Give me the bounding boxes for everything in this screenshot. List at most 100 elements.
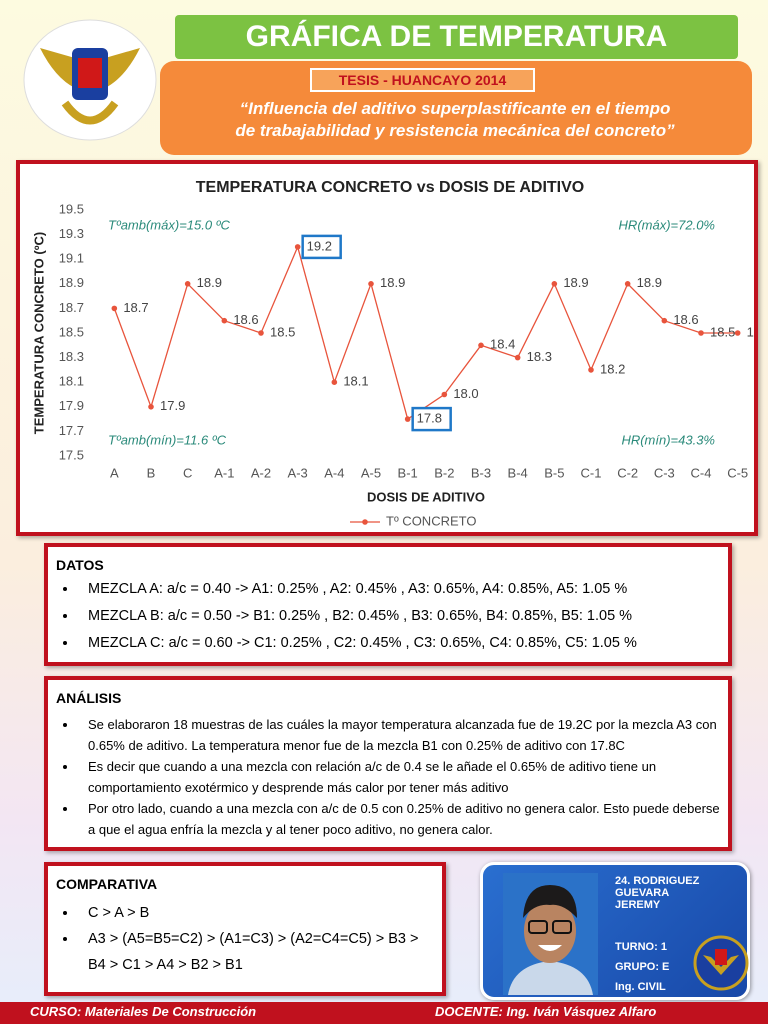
marker [441, 391, 448, 398]
details: TURNO: 1 GRUPO: E Ing. CIVIL [615, 937, 669, 997]
marker [258, 330, 264, 336]
list: MEZCLA A: a/c = 0.40 -> A1: 0.25% , A2: … [56, 581, 720, 651]
footer [0, 1002, 768, 1024]
annotation: HR(máx)=72.0% [619, 217, 715, 232]
section-title: DATOS [56, 557, 104, 573]
marker [514, 354, 521, 361]
annotation: Tºamb(mín)=11.6 ºC [108, 432, 227, 447]
curso: CURSO: Materiales De Construcción [30, 1004, 257, 1019]
marker [698, 330, 704, 336]
name-line: GUEVARA [615, 887, 670, 899]
data-label: 18.6 [233, 312, 258, 327]
comparativa-box: COMPARATIVA C > A > BA3 > (A5=B5=C2) > (A… [44, 862, 446, 996]
list-item: Por otro lado, cuando a una mezcla con a… [78, 798, 720, 840]
y-tick-label: 18.7 [59, 300, 84, 315]
x-tick-label: A-4 [324, 465, 344, 480]
data-label: 18.0 [453, 386, 478, 401]
x-tick-label: A-3 [288, 465, 308, 480]
y-tick-label: 17.7 [59, 423, 84, 438]
list-item: MEZCLA A: a/c = 0.40 -> A1: 0.25% , A2: … [78, 581, 720, 597]
x-tick-label: C-1 [581, 465, 602, 480]
marker [221, 317, 228, 324]
x-tick-label: C-5 [727, 465, 748, 480]
marker [478, 342, 484, 349]
legend-marker [362, 519, 368, 525]
marker [111, 305, 118, 312]
name-line: JEREMY [615, 899, 661, 911]
marker [624, 281, 631, 287]
x-tick-label: A-1 [214, 465, 234, 480]
title: GRÁFICA DE TEMPERATURA [245, 20, 668, 53]
marker [184, 281, 191, 287]
list-item: A3 > (A5=B5=C2) > (A1=C3) > (A2=C4=C5) >… [78, 926, 434, 978]
data-label: 18.9 [380, 275, 405, 290]
profile-card: 24. RODRIGUEZ GUEVARA JEREMY TURNO: 1 GRUPO… [480, 862, 750, 1000]
title-banner [175, 15, 738, 59]
y-tick-label: 17.5 [59, 447, 84, 462]
data-label: 17.8 [417, 411, 442, 426]
carrera: Ing. CIVIL [615, 981, 666, 993]
marker [294, 244, 301, 250]
x-tick-label: C-3 [654, 465, 675, 480]
data-label: 18.5 [710, 324, 735, 339]
data-label: 18.5 [747, 324, 754, 339]
analisis-box: ANÁLISIS Se elaboraron 18 muestras de las… [44, 676, 732, 851]
marker [588, 367, 594, 373]
list-item: Se elaboraron 18 muestras de las cuáles … [78, 714, 720, 756]
highlight-box [411, 406, 452, 432]
list: C > A > BA3 > (A5=B5=C2) > (A1=C3) > (A2… [56, 900, 434, 978]
y-tick-label: 19.1 [59, 251, 84, 266]
y-tick-label: 18.3 [59, 349, 84, 364]
section-title: COMPARATIVA [56, 876, 158, 892]
y-tick-label: 18.1 [59, 374, 84, 389]
marker [148, 404, 154, 410]
y-tick-label: 19.5 [59, 201, 84, 216]
marker [368, 281, 374, 287]
marker [661, 317, 668, 324]
section-title: ANÁLISIS [56, 690, 122, 706]
name-line: 24. RODRIGUEZ [615, 875, 700, 887]
list: Se elaboraron 18 muestras de las cuáles … [56, 714, 720, 840]
datos-box: DATOS MEZCLA A: a/c = 0.40 -> A1: 0.25% ,… [44, 543, 732, 666]
quote-line: “Influencia del aditivo superplastifican… [239, 99, 671, 118]
x-tick-label: B-3 [471, 465, 491, 480]
data-label: 18.6 [673, 312, 698, 327]
subtitle: TESIS - HUANCAYO 2014 [310, 68, 535, 92]
chart-box: TEMPERATURA CONCRETO vs DOSIS DE ADITIVO… [16, 160, 768, 536]
y-tick-label: 19.3 [59, 226, 84, 241]
x-axis-label: DOSIS DE ADITIVO [367, 489, 485, 504]
name: 24. RODRIGUEZ GUEVARA JEREMY [615, 875, 699, 911]
quote: “Influencia del aditivo superplastifican… [165, 98, 745, 142]
list-item: MEZCLA B: a/c = 0.50 -> B1: 0.25% , B2: … [78, 608, 720, 624]
list-item: C > A > B [78, 900, 434, 926]
annotation: Tºamb(máx)=15.0 ºC [108, 217, 230, 232]
x-tick-label: B-5 [544, 465, 564, 480]
data-label: 18.9 [197, 275, 222, 290]
x-tick-label: A [110, 465, 119, 480]
x-tick-label: A-2 [251, 465, 271, 480]
logo [23, 19, 157, 141]
x-tick-label: A-5 [361, 465, 381, 480]
x-tick-label: C-4 [691, 465, 712, 480]
y-axis-label: TEMPERATURA CONCRETO (ºC) [31, 232, 46, 434]
line [113, 244, 738, 421]
x-tick-label: B-1 [398, 465, 418, 480]
emblem [693, 935, 749, 991]
marker [551, 281, 558, 287]
photo [503, 873, 598, 995]
data-label: 19.2 [307, 238, 332, 253]
data-label: 18.2 [600, 361, 625, 376]
legend-label: Tº CONCRETO [386, 513, 476, 528]
data-label: 17.9 [160, 398, 185, 413]
data-label: 18.7 [123, 300, 148, 315]
marker [331, 379, 338, 385]
y-tick-label: 17.9 [59, 398, 84, 413]
x-tick-label: C [183, 465, 192, 480]
x-tick-label: B [147, 465, 156, 480]
x-tick-label: B-4 [508, 465, 528, 480]
annotation: HR(mín)=43.3% [621, 432, 715, 447]
turno: TURNO: 1 [615, 941, 667, 953]
data-label: 18.9 [637, 275, 662, 290]
grupo: GRUPO: E [615, 961, 670, 973]
